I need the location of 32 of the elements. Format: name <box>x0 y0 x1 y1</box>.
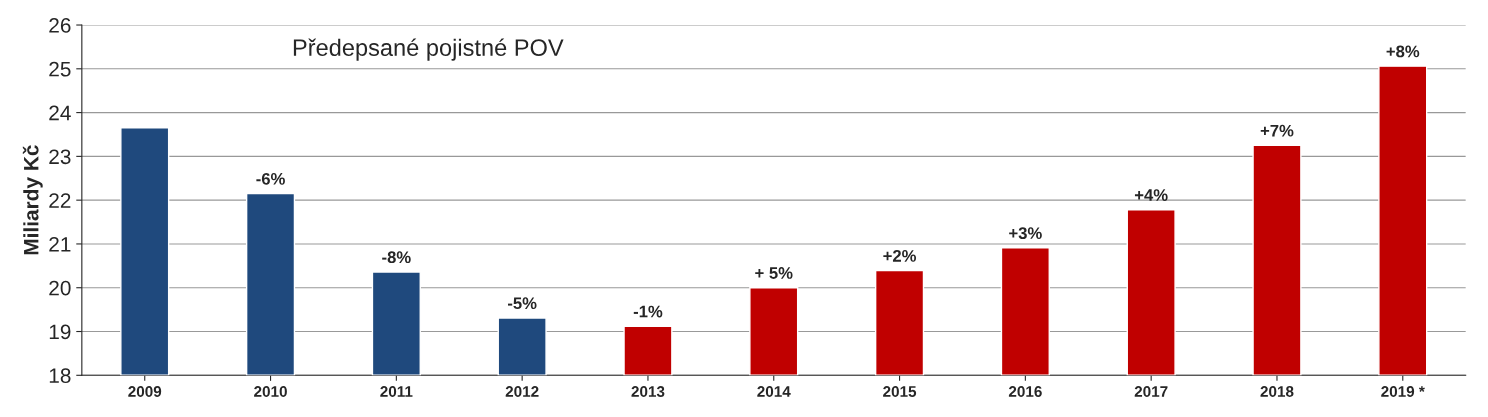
y-tick-label: 20 <box>49 280 71 296</box>
annotation: +2% <box>883 250 917 262</box>
x-tick-label: 2011 <box>380 386 413 397</box>
annotation: -5% <box>507 297 537 310</box>
annotation: -8% <box>382 251 411 264</box>
annotation: -6% <box>256 172 285 185</box>
x-tick-label: 2014 <box>757 386 791 397</box>
y-tick-label: 25 <box>49 61 71 77</box>
y-tick-label: 19 <box>49 324 71 340</box>
y-tick-label: 22 <box>49 193 71 208</box>
annotation: +4% <box>1134 189 1168 201</box>
x-tick-label: 2013 <box>631 386 665 397</box>
y-axis-title: Miliardy Kč <box>22 145 43 255</box>
annotation: +7% <box>1260 124 1294 137</box>
x-tick-label: 2012 <box>505 386 539 397</box>
y-tick-label: 23 <box>49 149 71 165</box>
x-tick-label: 2016 <box>1008 386 1042 397</box>
x-tick-label: 2015 <box>883 386 917 397</box>
annotation: -1% <box>633 305 663 318</box>
y-tick-label: 24 <box>49 105 71 121</box>
y-tick-label: 26 <box>49 18 71 33</box>
x-tick-label: 2010 <box>254 386 287 397</box>
y-tick-label: 21 <box>49 236 71 252</box>
annotation: + 5% <box>755 267 793 279</box>
text: Předepsané pojistné POV <box>293 38 564 61</box>
annotation: +3% <box>1009 227 1042 240</box>
x-tick-label: 2019 * <box>1381 386 1425 397</box>
x-tick-label: 2018 <box>1260 386 1294 397</box>
x-tick-label: 2009 <box>128 386 162 397</box>
y-tick-label: 18 <box>49 368 71 384</box>
x-tick-label: 2017 <box>1134 386 1168 397</box>
annotation: +8% <box>1386 45 1420 58</box>
